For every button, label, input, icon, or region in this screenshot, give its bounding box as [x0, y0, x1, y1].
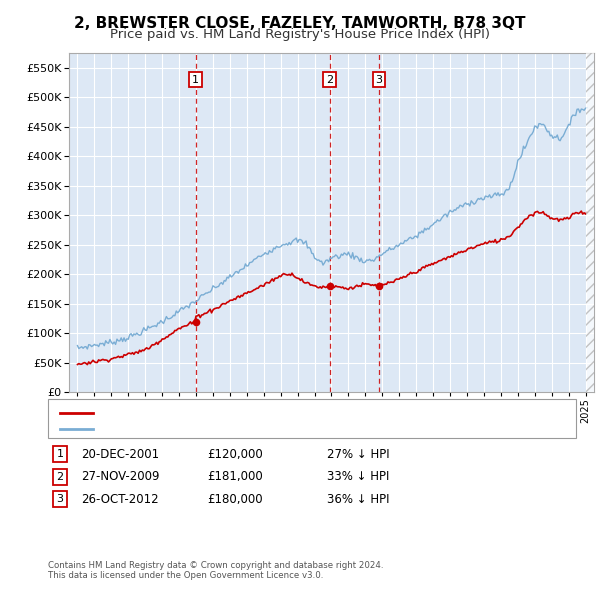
Text: 2: 2 — [326, 75, 334, 84]
Text: £120,000: £120,000 — [207, 448, 263, 461]
Text: £180,000: £180,000 — [207, 493, 263, 506]
Text: Price paid vs. HM Land Registry's House Price Index (HPI): Price paid vs. HM Land Registry's House … — [110, 28, 490, 41]
Text: 3: 3 — [56, 494, 64, 504]
Text: 2, BREWSTER CLOSE, FAZELEY, TAMWORTH, B78 3QT: 2, BREWSTER CLOSE, FAZELEY, TAMWORTH, B7… — [74, 16, 526, 31]
Bar — [586, 53, 594, 392]
Text: 2: 2 — [56, 472, 64, 481]
Text: £181,000: £181,000 — [207, 470, 263, 483]
Text: 33% ↓ HPI: 33% ↓ HPI — [327, 470, 389, 483]
Text: 27-NOV-2009: 27-NOV-2009 — [81, 470, 160, 483]
Text: HPI: Average price, detached house, Lichfield: HPI: Average price, detached house, Lich… — [97, 424, 334, 434]
Text: 1: 1 — [192, 75, 199, 84]
Text: Contains HM Land Registry data © Crown copyright and database right 2024.: Contains HM Land Registry data © Crown c… — [48, 560, 383, 569]
Text: 3: 3 — [376, 75, 382, 84]
Text: 1: 1 — [56, 450, 64, 459]
Text: 20-DEC-2001: 20-DEC-2001 — [81, 448, 159, 461]
Text: This data is licensed under the Open Government Licence v3.0.: This data is licensed under the Open Gov… — [48, 571, 323, 580]
Text: 36% ↓ HPI: 36% ↓ HPI — [327, 493, 389, 506]
Text: 2, BREWSTER CLOSE, FAZELEY, TAMWORTH, B78 3QT (detached house): 2, BREWSTER CLOSE, FAZELEY, TAMWORTH, B7… — [97, 408, 469, 418]
Text: 26-OCT-2012: 26-OCT-2012 — [81, 493, 158, 506]
Text: 27% ↓ HPI: 27% ↓ HPI — [327, 448, 389, 461]
